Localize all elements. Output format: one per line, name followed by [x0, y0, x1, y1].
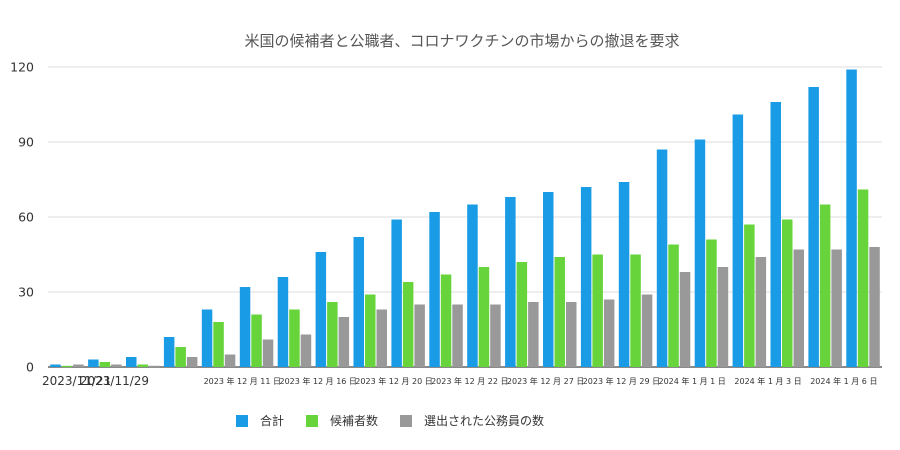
bar-series-2-cat-3	[186, 357, 198, 367]
bar-series-0-cat-3	[163, 337, 175, 367]
bar-series-2-cat-4	[224, 354, 236, 367]
bar-series-2-cat-12	[528, 302, 539, 367]
bar-series-1-cat-6	[289, 309, 300, 367]
bar-series-1-cat-9	[402, 282, 414, 367]
bar-series-1-cat-2	[137, 364, 148, 367]
bar-series-2-cat-7	[338, 317, 350, 367]
bar-series-1-cat-19	[782, 219, 793, 367]
bar-series-0-cat-2	[126, 357, 137, 367]
bar-series-0-cat-17	[694, 139, 706, 367]
bar-series-2-cat-6	[300, 334, 312, 367]
bar-series-0-cat-6	[277, 277, 289, 367]
x-tick-label: 2023 年 12 月 11 日	[204, 376, 281, 386]
bar-series-0-cat-4	[201, 309, 213, 367]
bar-series-0-cat-14	[580, 187, 592, 367]
bar-series-0-cat-9	[391, 219, 402, 367]
x-tick-label: 2024 年 1 月 6 日	[810, 376, 877, 386]
y-tick-label: 120	[10, 60, 34, 75]
x-tick-label: 2023 年 12 月 22 日	[431, 376, 508, 386]
bar-series-1-cat-11	[478, 267, 490, 367]
bar-series-0-cat-15	[618, 182, 630, 367]
bar-series-1-cat-17	[706, 239, 717, 367]
bar-series-0-cat-0	[50, 364, 61, 367]
y-tick-label: 90	[18, 135, 34, 150]
legend-swatch-total	[236, 414, 248, 427]
bar-series-2-cat-1	[111, 364, 122, 367]
bar-series-1-cat-14	[592, 254, 603, 367]
bar-series-1-cat-13	[554, 257, 565, 367]
bar-series-1-cat-20	[819, 204, 831, 367]
bar-series-2-cat-20	[831, 249, 842, 367]
bar-series-2-cat-16	[679, 272, 691, 367]
legend-item-candidates: 候補者数	[306, 412, 378, 429]
legend-label-officials: 選出された公務員の数	[424, 414, 545, 428]
y-tick-label: 0	[26, 360, 34, 375]
bar-series-0-cat-5	[239, 287, 251, 367]
chart-title: 米国の候補者と公職者、コロナワクチンの市場からの撤退を要求	[244, 32, 679, 50]
x-tick-label: 2023/11/29	[80, 374, 149, 388]
bar-series-2-cat-0	[73, 364, 84, 367]
bar-series-0-cat-13	[543, 192, 554, 367]
bar-series-2-cat-18	[755, 257, 767, 367]
bars	[50, 69, 880, 368]
bar-series-1-cat-8	[365, 294, 376, 367]
x-tick-label: 2023 年 12 月 20 日	[355, 376, 432, 386]
bar-series-1-cat-1	[99, 362, 111, 367]
legend: 合計 候補者数 選出された公務員の数	[236, 412, 566, 429]
bar-series-0-cat-8	[353, 237, 364, 367]
bar-series-1-cat-7	[327, 302, 338, 367]
bar-series-2-cat-11	[490, 304, 501, 367]
bar-series-1-cat-12	[516, 262, 528, 367]
x-tick-label: 2023/11/21	[42, 374, 111, 388]
legend-label-total: 合計	[260, 414, 285, 428]
legend-item-officials: 選出された公務員の数	[400, 412, 544, 429]
bar-series-0-cat-21	[846, 69, 857, 367]
bar-series-0-cat-1	[88, 359, 99, 367]
bar-series-0-cat-12	[505, 197, 516, 367]
bar-series-1-cat-3	[175, 347, 186, 367]
x-tick-label: 2023 年 12 月 29 日	[583, 376, 660, 386]
y-axis-ticks: 0 30 60 90 120	[10, 60, 34, 375]
legend-swatch-candidates	[306, 414, 319, 427]
bar-series-2-cat-10	[452, 304, 463, 367]
bar-series-1-cat-0	[61, 365, 73, 368]
bar-series-2-cat-14	[603, 299, 615, 367]
x-tick-label: 2024 年 1 月 3 日	[734, 376, 801, 386]
bar-series-2-cat-2	[149, 365, 160, 368]
bar-series-2-cat-17	[717, 267, 729, 367]
bar-series-2-cat-9	[414, 304, 425, 367]
legend-swatch-officials	[400, 414, 413, 427]
bar-series-0-cat-20	[808, 87, 819, 367]
bar-series-1-cat-18	[744, 224, 755, 367]
x-tick-label: 2024 年 1 月 1 日	[659, 376, 726, 386]
bar-series-0-cat-11	[467, 204, 478, 367]
bar-series-2-cat-13	[566, 302, 577, 367]
bar-series-1-cat-5	[251, 314, 262, 367]
bar-series-2-cat-19	[793, 249, 804, 367]
bar-series-0-cat-19	[770, 102, 781, 367]
bar-series-1-cat-21	[857, 189, 869, 367]
x-tick-label: 2023 年 12 月 16 日	[280, 376, 357, 386]
bar-series-1-cat-4	[213, 322, 224, 367]
bar-series-0-cat-16	[656, 149, 668, 367]
bar-series-1-cat-15	[630, 254, 641, 367]
bar-series-2-cat-21	[869, 247, 880, 367]
legend-label-candidates: 候補者数	[330, 414, 379, 428]
x-tick-label: 2023 年 12 月 27 日	[507, 376, 584, 386]
bar-series-0-cat-18	[732, 114, 744, 367]
bar-series-2-cat-8	[376, 309, 387, 367]
bar-series-1-cat-16	[668, 244, 679, 367]
bar-series-2-cat-15	[641, 294, 653, 367]
bar-series-0-cat-7	[315, 252, 327, 367]
bar-series-0-cat-10	[429, 212, 440, 367]
bar-series-1-cat-10	[440, 274, 452, 367]
y-tick-label: 30	[18, 285, 34, 300]
bar-series-2-cat-5	[262, 339, 274, 367]
y-tick-label: 60	[18, 210, 34, 225]
legend-item-total: 合計	[236, 412, 284, 429]
